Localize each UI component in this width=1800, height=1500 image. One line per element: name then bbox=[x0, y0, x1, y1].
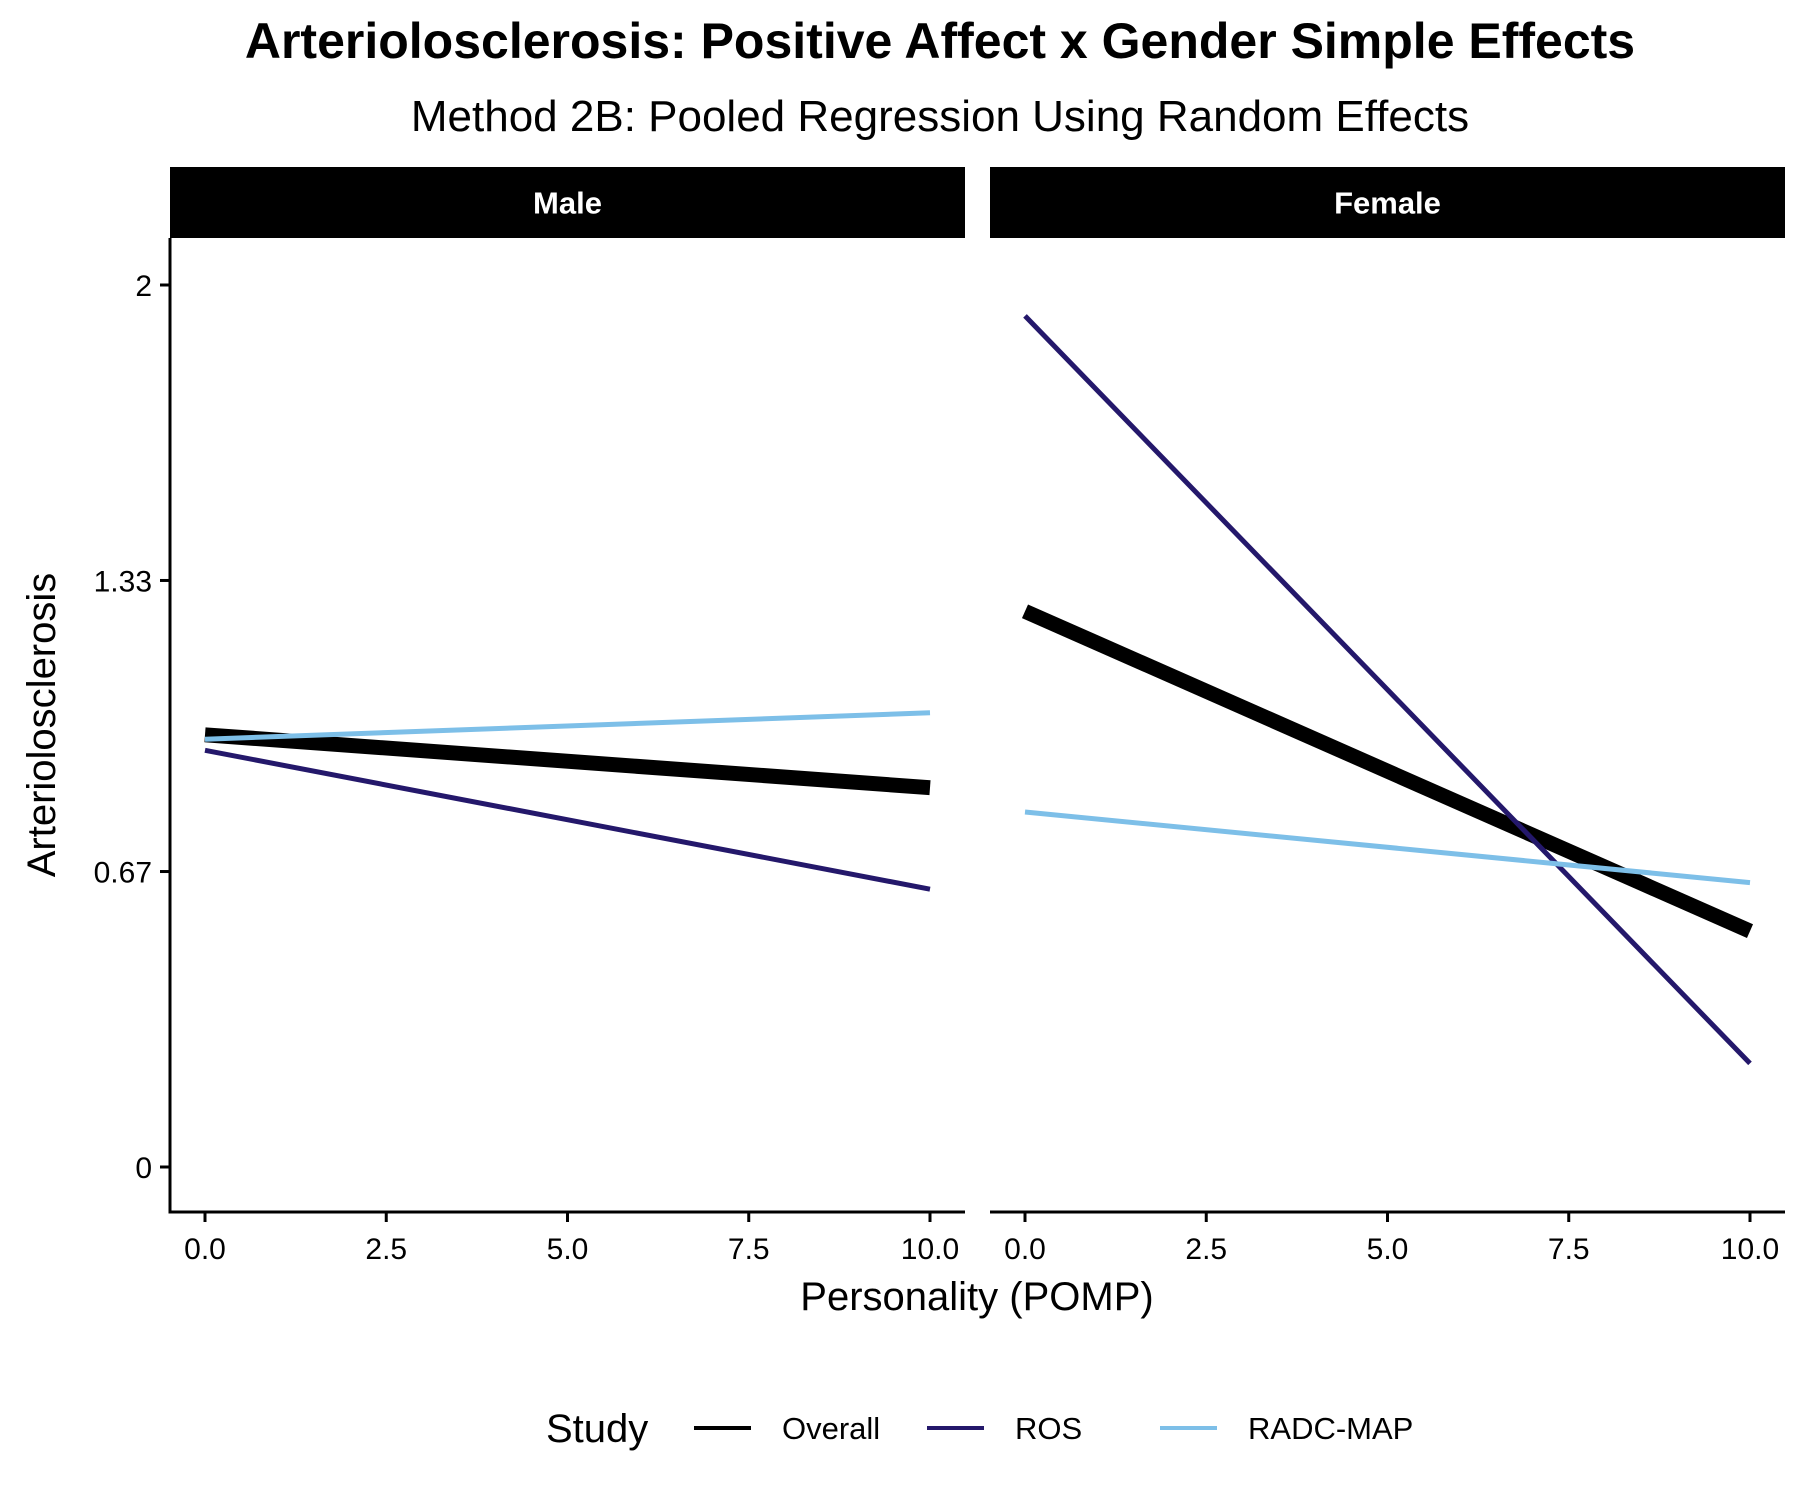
y-axis-title: Arteriolosclerosis bbox=[20, 573, 64, 878]
panel-male: Male bbox=[170, 167, 965, 892]
x-tick-label: 10.0 bbox=[901, 1233, 959, 1266]
y-tick-label: 2 bbox=[135, 270, 152, 303]
axes-group: 0.0 2.5 5.0 7.5 10.0 0.0 2.5 5.0 7.5 10.0 0 0.67 1.3… bbox=[94, 238, 1785, 1266]
x-tick-label: 0.0 bbox=[184, 1233, 226, 1266]
series-line-overall-female bbox=[1021, 604, 1754, 938]
x-tick-label: 2.5 bbox=[1185, 1233, 1227, 1266]
x-tick-label: 0.0 bbox=[1004, 1233, 1046, 1266]
panel-female: Female bbox=[990, 167, 1785, 1066]
chart-subtitle: Method 2B: Pooled Regression Using Rando… bbox=[410, 92, 1470, 141]
chart-title: Arteriolosclerosis: Positive Affect x Ge… bbox=[244, 13, 1636, 69]
x-tick-label: 10.0 bbox=[1721, 1233, 1779, 1266]
strip-male bbox=[170, 167, 965, 238]
legend-label-overall: Overall bbox=[782, 1411, 880, 1446]
y-tick-label: 0.67 bbox=[94, 857, 152, 890]
series-line-ros-female bbox=[1023, 314, 1752, 1066]
x-tick-label: 2.5 bbox=[365, 1233, 407, 1266]
legend-title: Study bbox=[546, 1407, 648, 1451]
x-tick-label: 5.0 bbox=[1367, 1233, 1409, 1266]
series-line-overall-male bbox=[204, 727, 931, 796]
series-line-radc-map-female bbox=[1024, 809, 1751, 886]
series-line-ros-male bbox=[204, 747, 931, 892]
y-tick-label: 0 bbox=[135, 1152, 152, 1185]
x-axis-title: Personality (POMP) bbox=[800, 1275, 1153, 1319]
strip-label-female: Female bbox=[1334, 186, 1441, 221]
strip-female bbox=[990, 167, 1785, 238]
x-tick-label: 5.0 bbox=[547, 1233, 589, 1266]
strip-label-male: Male bbox=[533, 186, 602, 221]
legend: Study Overall ROS RADC-MAP bbox=[546, 1407, 1413, 1451]
series-line-radc-map-male bbox=[204, 710, 931, 742]
legend-label-ros: ROS bbox=[1015, 1411, 1082, 1446]
facet-panels: Male Female bbox=[170, 167, 1785, 1066]
x-tick-label: 7.5 bbox=[1548, 1233, 1590, 1266]
legend-label-radc-map: RADC-MAP bbox=[1248, 1411, 1413, 1446]
y-tick-label: 1.33 bbox=[94, 565, 152, 598]
x-tick-label: 7.5 bbox=[728, 1233, 770, 1266]
